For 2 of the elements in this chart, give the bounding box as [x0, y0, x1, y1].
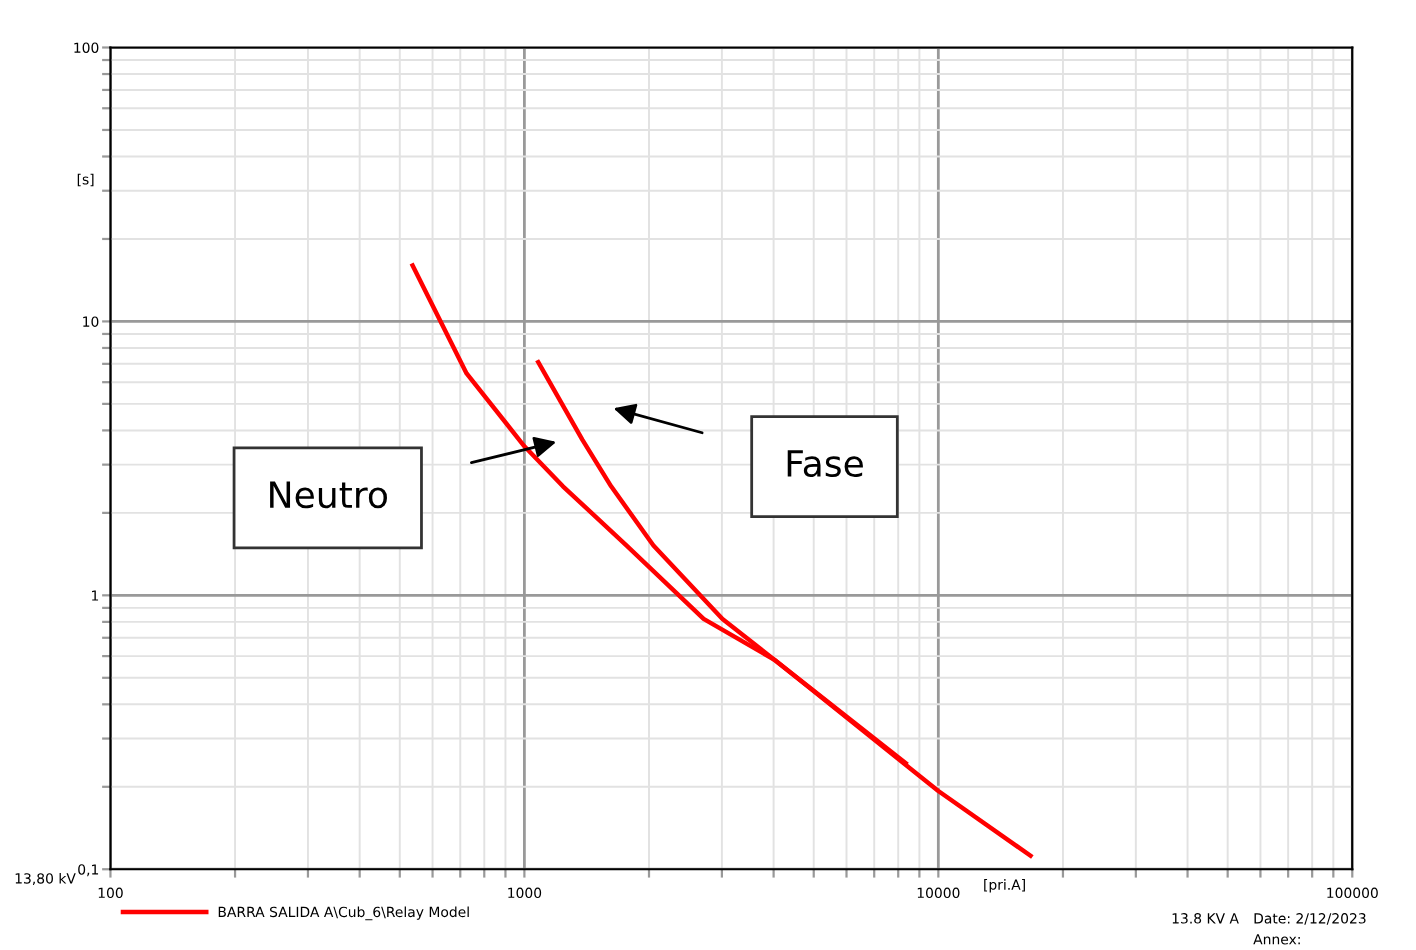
annotation: Neutro: [270, 481, 387, 509]
annotation: Fase: [787, 450, 863, 478]
